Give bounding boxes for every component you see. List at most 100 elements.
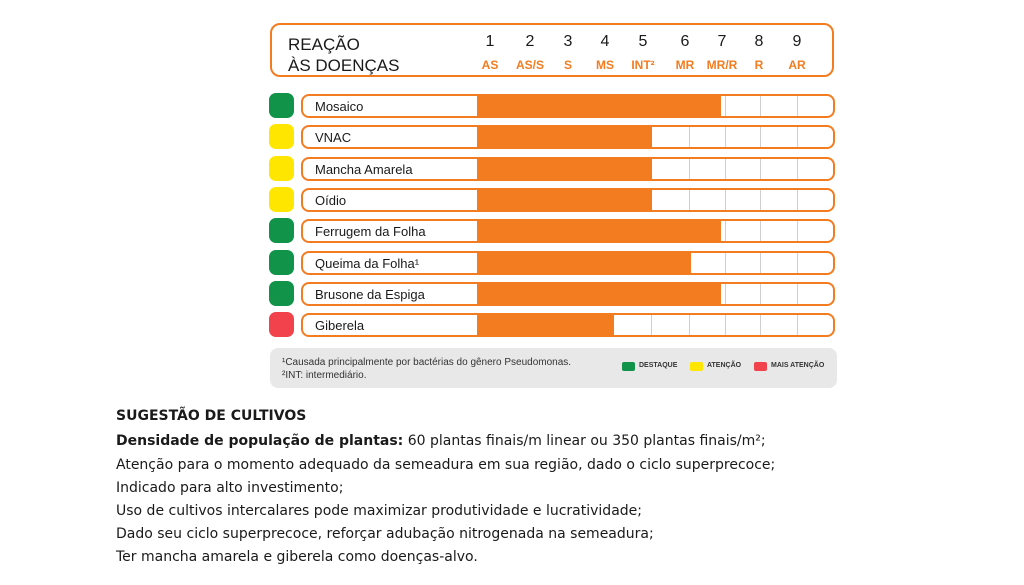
bar <box>477 252 691 273</box>
scale-number-2: 2 <box>525 33 535 50</box>
suggestion-line-3: Uso de cultivos intercalares pode maximi… <box>116 503 642 519</box>
chart-header: REAÇÃO ÀS DOENÇAS 1 AS 2 AS/S 3 S 4 MS 5 INT² 6 MR 7… <box>270 23 834 77</box>
scale-code-2: AS/S <box>515 58 544 72</box>
grid-line <box>797 189 798 210</box>
scale-number-9: 9 <box>792 33 802 50</box>
disease-label: Brusone da Espiga <box>315 286 425 302</box>
status-indicator <box>269 312 294 338</box>
disease-row: Ferrugem da Folha <box>301 219 835 244</box>
bar <box>477 189 653 210</box>
legend-mais-atencao-swatch <box>754 362 767 371</box>
grid-line <box>760 221 761 242</box>
chart-title-line1: REAÇÃO <box>288 35 360 54</box>
scale-number-5: 5 <box>638 33 648 50</box>
scale-number-4: 4 <box>600 33 610 50</box>
density-value: 60 plantas finais/m linear ou 350 planta… <box>403 433 766 449</box>
grid-line <box>760 189 761 210</box>
bar <box>477 315 614 336</box>
grid-line <box>689 189 690 210</box>
scale-code-3: S <box>563 58 572 72</box>
disease-label: Oídio <box>315 192 347 208</box>
scale-code-9: AR <box>788 58 806 72</box>
scale-number-8: 8 <box>754 33 764 50</box>
grid-line <box>725 127 726 148</box>
disease-label: Mancha Amarela <box>315 161 413 177</box>
density-label: Densidade de população de plantas: <box>116 433 404 449</box>
scale-code-8: R <box>754 58 764 72</box>
grid-line <box>725 158 726 179</box>
bar <box>477 158 653 179</box>
grid-line <box>760 283 761 304</box>
status-indicator <box>269 249 294 275</box>
bar <box>477 96 722 116</box>
scale-number-6: 6 <box>680 33 690 50</box>
footnote-1: ¹Causada principalmente por bactérias do… <box>282 357 572 368</box>
scale-code-5: INT² <box>631 58 655 72</box>
bar <box>477 127 653 148</box>
grid-line <box>725 189 726 210</box>
disease-row: Mosaico <box>301 94 835 118</box>
grid-line <box>760 96 761 116</box>
density-line: Densidade de população de plantas: 60 pl… <box>116 433 766 449</box>
legend-destaque-label: DESTAQUE <box>639 362 678 369</box>
grid-line <box>689 127 690 148</box>
scale-number-1: 1 <box>485 33 495 50</box>
disease-row: Giberela <box>301 313 835 338</box>
chart-title: REAÇÃO ÀS DOENÇAS <box>288 34 399 76</box>
legend-atencao-swatch <box>690 362 703 371</box>
suggestion-title: SUGESTÃO DE CULTIVOS <box>116 408 307 424</box>
bar <box>477 221 722 242</box>
suggestion-line-4: Dado seu ciclo superprecoce, reforçar ad… <box>116 526 654 542</box>
status-indicator <box>269 218 294 244</box>
scale-code-1: AS <box>481 58 499 72</box>
disease-label: Mosaico <box>315 99 364 114</box>
suggestion-line-5: Ter mancha amarela e giberela como doenç… <box>116 549 478 565</box>
grid-line <box>760 252 761 273</box>
disease-row: Brusone da Espiga <box>301 281 835 306</box>
legend-atencao-label: ATENÇÃO <box>707 362 742 369</box>
disease-row: Oídio <box>301 187 835 212</box>
chart-title-line2: ÀS DOENÇAS <box>288 56 400 75</box>
disease-row: VNAC <box>301 125 835 150</box>
scale-code-7: MR/R <box>706 58 738 72</box>
legend-panel: ¹Causada principalmente por bactérias do… <box>270 348 837 388</box>
grid-line <box>725 221 726 242</box>
legend-mais-atencao-label: MAIS ATENÇÃO <box>771 362 825 369</box>
grid-line <box>797 127 798 148</box>
grid-line <box>797 158 798 179</box>
legend-destaque-swatch <box>622 362 635 371</box>
grid-line <box>797 315 798 336</box>
status-indicator <box>269 124 294 150</box>
grid-line <box>651 315 652 336</box>
bar <box>477 283 722 304</box>
disease-label: Ferrugem da Folha <box>315 224 426 240</box>
disease-label: Giberela <box>315 318 365 334</box>
grid-line <box>760 158 761 179</box>
scale-code-6: MR <box>675 58 695 72</box>
grid-line <box>797 221 798 242</box>
status-indicator <box>269 280 294 306</box>
suggestion-line-2: Indicado para alto investimento; <box>116 480 344 496</box>
disease-label: Queima da Folha¹ <box>315 255 420 271</box>
grid-line <box>797 252 798 273</box>
grid-line <box>689 158 690 179</box>
grid-line <box>725 96 726 116</box>
status-indicator <box>269 93 294 118</box>
footnote-2: ²INT: intermediário. <box>282 370 367 381</box>
grid-line <box>760 127 761 148</box>
grid-line <box>797 96 798 116</box>
suggestion-line-1: Atenção para o momento adequado da semea… <box>116 457 776 473</box>
status-indicator <box>269 186 294 212</box>
status-indicator <box>269 155 294 181</box>
disease-row: Mancha Amarela <box>301 156 835 181</box>
grid-line <box>760 315 761 336</box>
grid-line <box>797 283 798 304</box>
grid-line <box>725 252 726 273</box>
disease-label: VNAC <box>315 130 352 146</box>
grid-line <box>725 315 726 336</box>
scale-code-4: MS <box>596 58 614 72</box>
disease-row: Queima da Folha¹ <box>301 250 835 275</box>
scale-number-7: 7 <box>717 33 727 50</box>
grid-line <box>689 315 690 336</box>
scale-number-3: 3 <box>563 33 573 50</box>
